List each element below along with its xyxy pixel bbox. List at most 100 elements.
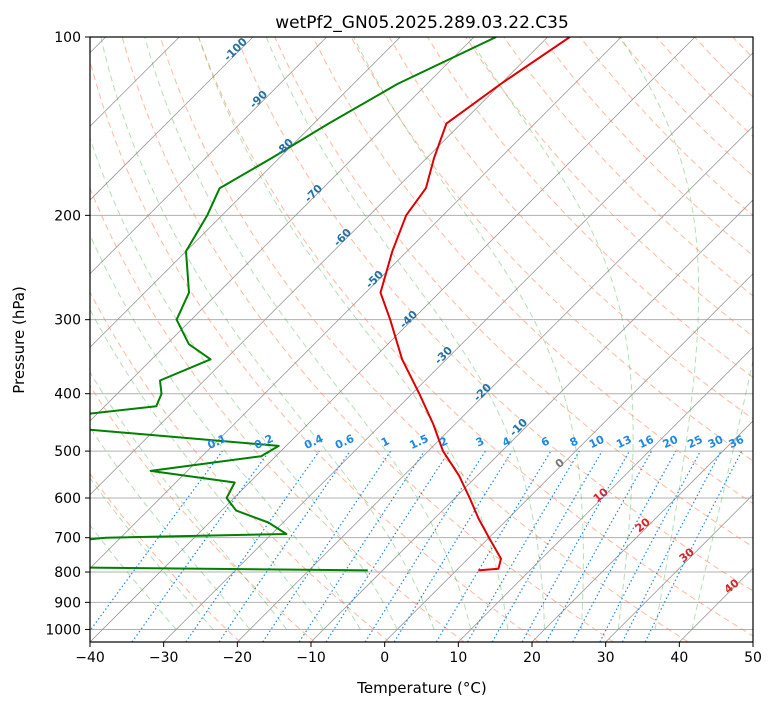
x-tick-label: 40 — [670, 650, 688, 666]
mixing-ratio-line — [572, 450, 677, 642]
mixing-ratio-line — [218, 450, 351, 642]
x-tick-label: −40 — [75, 650, 105, 666]
x-tick-label: 10 — [449, 650, 467, 666]
mixing-ratio-line — [90, 450, 223, 632]
dry-adiabat-label: -60 — [331, 226, 354, 249]
moist-adiabat — [265, 37, 546, 630]
mixing-ratio-label: 36 — [727, 433, 747, 451]
x-tick-label: 20 — [523, 650, 541, 666]
isotherm-line — [679, 567, 753, 642]
dry-adiabat — [236, 37, 753, 592]
isotherm-line — [310, 199, 753, 642]
moist-adiabat — [468, 37, 634, 630]
dry-adiabat — [198, 37, 753, 637]
chart-title: wetPf2_GN05.2025.289.03.22.C35 — [275, 13, 569, 33]
mixing-ratio-line — [185, 450, 320, 642]
moist-adiabat-label: 30 — [677, 545, 697, 565]
mixing-ratio-line — [325, 450, 450, 642]
moist-adiabat — [198, 37, 509, 630]
moist-adiabat — [144, 37, 472, 630]
moist-adiabat-label: 40 — [722, 576, 742, 596]
dry-adiabat — [694, 37, 753, 98]
mixing-ratio-label: 0.4 — [302, 432, 325, 452]
x-axis-label: Temperature (°C) — [356, 679, 486, 697]
mixing-ratio-label: 25 — [685, 433, 704, 451]
dry-adiabat — [159, 37, 689, 642]
dry-adiabat — [274, 37, 753, 548]
moist-adiabat — [90, 477, 214, 630]
dry-adiabat — [656, 37, 753, 138]
moist-adiabat — [353, 37, 584, 630]
isotherm-line — [90, 37, 401, 348]
plot-frame — [89, 36, 754, 643]
mixing-ratio-label: 3 — [474, 434, 486, 449]
moist-adiabat — [90, 524, 177, 630]
moist-adiabat — [90, 371, 288, 630]
dry-adiabat — [90, 291, 390, 642]
isotherm-line — [384, 273, 753, 642]
moist-adiabat-label: 20 — [633, 515, 653, 535]
grid-layer — [90, 37, 753, 642]
y-tick-label: 300 — [54, 313, 81, 329]
y-tick-label: 400 — [54, 387, 81, 403]
isotherm-line — [90, 37, 475, 422]
mixing-ratio-line — [621, 450, 722, 642]
mixing-ratio-line — [545, 450, 653, 642]
dewpoint-profile-line — [90, 37, 497, 572]
isotherm-line — [237, 125, 753, 642]
dry-adiabat — [90, 384, 316, 642]
x-tick-label: 0 — [380, 650, 389, 666]
moist-adiabat-label: 0 — [553, 456, 567, 471]
mixing-ratio-label: 8 — [568, 434, 580, 449]
y-tick-label: 500 — [54, 444, 81, 460]
isotherm-line — [90, 37, 548, 496]
dry-adiabat — [388, 37, 753, 420]
mixing-ratio-line — [521, 450, 631, 642]
moist-adiabat — [90, 426, 251, 630]
dry-adiabat-label: -30 — [432, 344, 455, 367]
mixing-ratio-label: 30 — [706, 433, 726, 451]
y-tick-label: 1000 — [45, 622, 81, 638]
mixing-ratio-line — [644, 450, 743, 642]
isotherm-line — [752, 641, 753, 642]
dry-adiabat — [732, 37, 753, 59]
dry-adiabat-label: -70 — [302, 182, 325, 205]
mixing-ratio-line — [599, 450, 702, 642]
mixing-ratio-label: 1 — [379, 434, 391, 449]
dry-adiabat-label: -90 — [247, 88, 270, 111]
isotherm-line — [163, 52, 753, 642]
dry-adiabat — [541, 37, 753, 257]
dry-adiabat — [312, 37, 753, 505]
dry-adiabat — [121, 37, 614, 642]
mixing-ratio-label: 16 — [636, 433, 656, 451]
x-tick-label: −10 — [296, 650, 326, 666]
dry-adiabat — [350, 37, 753, 462]
mixing-ratio-label: 0.1 — [205, 432, 228, 452]
x-tick-label: 30 — [597, 650, 615, 666]
moist-adiabat — [691, 358, 753, 630]
dry-adiabat — [90, 186, 465, 642]
moist-adiabat — [100, 37, 435, 630]
mixing-ratio-line — [298, 450, 425, 642]
dry-adiabat — [90, 59, 540, 642]
mixing-ratio-line — [364, 450, 486, 642]
x-tick-label: 50 — [744, 650, 762, 666]
moist-adiabat — [620, 37, 700, 630]
mixing-ratio-label: 1.5 — [407, 432, 430, 452]
x-tick-label: −30 — [149, 650, 179, 666]
dry-adiabat-label: -40 — [397, 308, 420, 331]
mixing-ratio-label: 20 — [661, 433, 681, 451]
isotherm-line — [531, 420, 753, 642]
y-tick-label: 800 — [54, 565, 81, 581]
mixing-ratio-line — [262, 450, 392, 642]
mixing-ratio-line — [393, 450, 513, 642]
temperature-profile-line — [379, 37, 571, 572]
isotherm-line — [90, 37, 327, 275]
dry-adiabat-label: -20 — [471, 381, 494, 404]
isotherm-line — [90, 37, 254, 201]
x-tick-label: −20 — [223, 650, 253, 666]
y-tick-label: 100 — [54, 30, 81, 46]
dry-adiabat — [465, 37, 753, 338]
isotherm-line — [458, 346, 753, 642]
